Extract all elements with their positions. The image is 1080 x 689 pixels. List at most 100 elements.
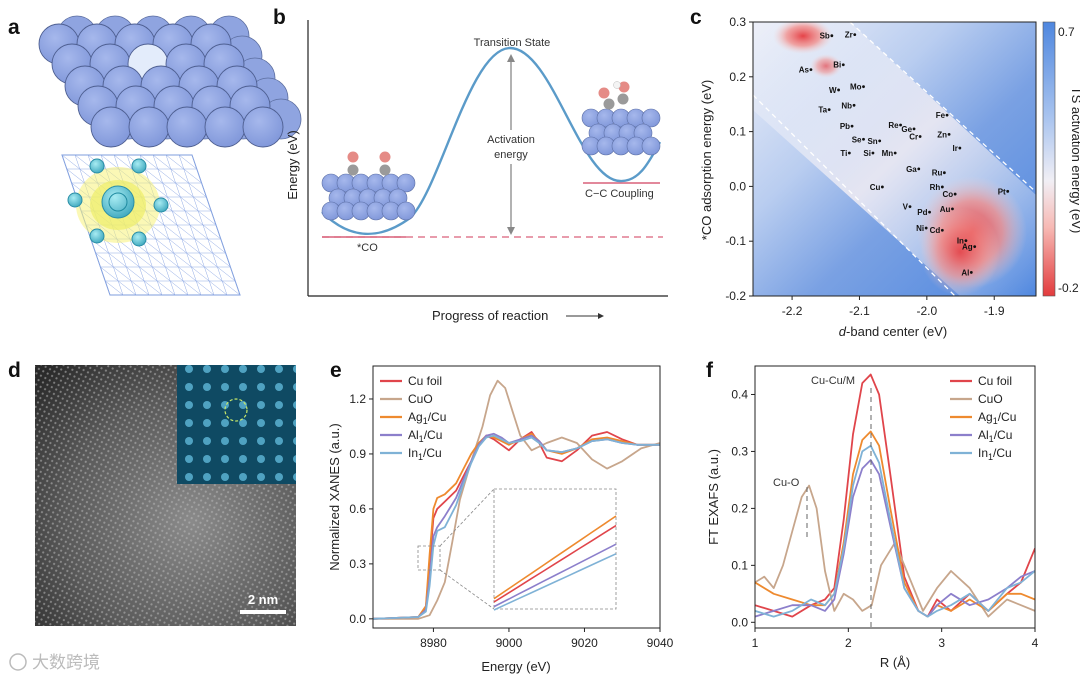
ytick-label: 0.3 (349, 557, 366, 571)
c-ytick-label: -0.2 (725, 289, 746, 303)
c-ytick-label: 0.0 (729, 179, 746, 193)
element-dot (924, 226, 928, 230)
ytick-label: 0.0 (349, 612, 366, 626)
energy-diagram: Energy (eV) Progress of reaction Transit… (285, 20, 668, 323)
element-dot (809, 68, 813, 72)
element-dot (899, 123, 902, 127)
ytick-label: 0.9 (349, 447, 366, 461)
c-xtick-label: -2.2 (782, 304, 803, 318)
c-xlabel: d-band center (eV) (839, 324, 947, 339)
element-dot (918, 135, 922, 138)
haadf-stem-image: 2 nm (35, 365, 296, 626)
element-dot (841, 63, 845, 67)
element-dot (847, 151, 851, 155)
c-axis-ticks: -2.2 -2.1 -2.0 -1.9 0.3 0.2 0.1 0.0 -0.1 -0.2 (725, 15, 1005, 318)
c-xtick-label: -1.9 (984, 304, 1005, 318)
element-dot (893, 151, 897, 155)
element-label: Ag (962, 243, 973, 252)
reaction-curve (321, 46, 662, 235)
element-label: Ir (953, 144, 958, 153)
panel-label-c: c (690, 6, 702, 29)
c-ytick-label: -0.1 (725, 234, 746, 248)
c-ytick-label: 0.1 (729, 125, 746, 139)
element-dot (853, 33, 857, 37)
element-dot (827, 108, 831, 112)
panel-label-e: e (330, 359, 342, 382)
element-dot (958, 146, 962, 150)
legend-label: In1/Cu (408, 446, 442, 462)
ytick-label: 0.0 (731, 615, 748, 629)
series-line (755, 484, 1035, 618)
element-label: Ti (840, 149, 847, 158)
coupling-label: C−C Coupling (585, 188, 654, 200)
cu-slab-top-view (38, 15, 302, 148)
element-label: Nb (841, 101, 852, 110)
legend-label: Ag1/Cu (978, 410, 1016, 426)
cu-atom (128, 106, 170, 148)
element-dot (973, 245, 977, 249)
element-label: Mo (850, 83, 862, 92)
oxygen-atom (618, 81, 630, 93)
element-dot (830, 34, 834, 38)
element-dot (969, 271, 973, 274)
element-label: In (957, 237, 964, 246)
cb-max: 0.7 (1058, 25, 1075, 39)
element-label: Ni (916, 224, 924, 233)
e-zoom-inset (417, 488, 617, 611)
xtick-label: 8980 (420, 636, 447, 650)
element-label: Sn (867, 137, 877, 146)
element-dot (953, 192, 957, 196)
element-label: Pd (917, 208, 927, 217)
xtick-label: 3 (938, 636, 945, 650)
series-line (755, 373, 1035, 618)
heatmap: -2.2 -2.1 -2.0 -1.9 0.3 0.2 0.1 0.0 -0.1 -0.2 Sb Z… (699, 15, 1037, 339)
cu-atom (242, 106, 284, 148)
element-label: Al (961, 268, 969, 277)
element-label: Sb (820, 32, 830, 41)
carbon-atom (347, 164, 359, 176)
annot-cuo: Cu-O (773, 477, 800, 489)
panel-label-d: d (8, 359, 21, 382)
cb-label: TS activation energy (eV) (1069, 87, 1080, 234)
hydrogen-atom (613, 81, 621, 89)
element-dot (878, 139, 882, 143)
element-label: Ru (932, 169, 943, 178)
legend-label: Ag1/Cu (408, 410, 446, 426)
ytick-label: 0.2 (731, 501, 748, 515)
series-line (373, 379, 660, 620)
element-dot (942, 171, 946, 175)
coupling-adsorbate-model (581, 81, 661, 156)
element-label: Cu (870, 183, 881, 192)
f-ylabel: FT EXAFS (a.u.) (706, 449, 721, 545)
charge-density-lattice (61, 154, 241, 296)
legend-label: Al1/Cu (978, 428, 1012, 444)
element-dot (912, 127, 916, 131)
e-ylabel: Normalized XANES (a.u.) (327, 423, 342, 570)
cb-min: -0.2 (1058, 281, 1079, 295)
element-dot (917, 167, 921, 171)
ytick-label: 1.2 (349, 392, 366, 406)
c-xtick-label: -2.0 (916, 304, 937, 318)
co-adsorbate-model (321, 151, 416, 221)
element-label: Re (888, 121, 899, 130)
element-dot (947, 132, 951, 136)
ytick-label: 0.3 (731, 444, 748, 458)
co-label: *CO (357, 242, 378, 254)
zoom-series-line (493, 515, 617, 600)
legend-label: Cu foil (978, 374, 1012, 388)
element-label: As (799, 66, 810, 75)
e-xlabel: Energy (eV) (481, 659, 550, 674)
e-legend: Cu foil CuO Ag1/Cu Al1/Cu In1/Cu (380, 374, 446, 462)
element-dot (940, 228, 944, 232)
oxygen-atom (598, 87, 610, 99)
watermark: 大数跨境 (9, 653, 100, 672)
activation-label-1: Activation (487, 134, 535, 146)
element-dot (945, 113, 949, 117)
element-label: Bi (833, 61, 841, 70)
element-dot (940, 185, 944, 189)
ts-label: Transition State (474, 37, 551, 49)
element-label: Se (852, 135, 862, 144)
f-axis-ticks: 1 2 3 4 0.0 0.1 0.2 0.3 0.4 (731, 387, 1038, 650)
xtick-label: 4 (1032, 636, 1039, 650)
